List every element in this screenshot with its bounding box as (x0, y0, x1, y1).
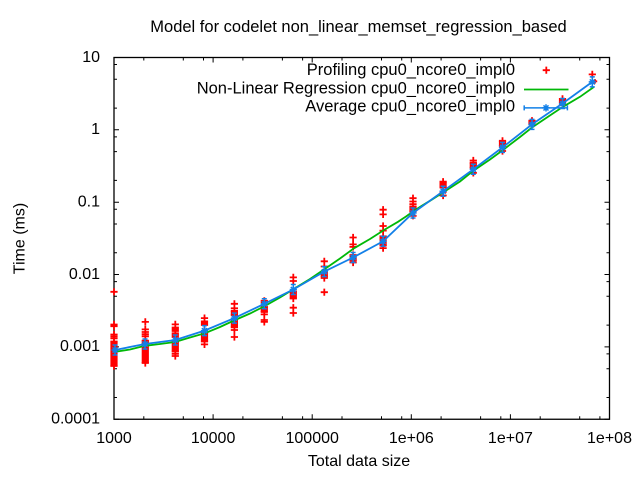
svg-text:Total data size: Total data size (308, 453, 410, 470)
svg-text:1e+08: 1e+08 (587, 430, 632, 447)
svg-text:1000: 1000 (96, 430, 132, 447)
svg-text:10000: 10000 (191, 430, 236, 447)
svg-text:Average cpu0_ncore0_impl0: Average cpu0_ncore0_impl0 (305, 98, 515, 116)
svg-text:10: 10 (82, 49, 100, 66)
svg-text:1e+06: 1e+06 (389, 430, 434, 447)
svg-text:1: 1 (91, 121, 100, 138)
svg-text:Profiling cpu0_ncore0_impl0: Profiling cpu0_ncore0_impl0 (307, 61, 515, 79)
svg-text:Model for codelet non_linear_m: Model for codelet non_linear_memset_regr… (150, 18, 566, 36)
svg-text:0.1: 0.1 (78, 194, 100, 211)
svg-text:100000: 100000 (286, 430, 339, 447)
svg-text:0.001: 0.001 (60, 338, 100, 355)
svg-text:Non-Linear Regression cpu0_nco: Non-Linear Regression cpu0_ncore0_impl0 (197, 79, 515, 97)
svg-text:0.0001: 0.0001 (51, 411, 100, 428)
svg-text:Time (ms): Time (ms) (12, 203, 29, 274)
svg-text:1e+07: 1e+07 (488, 430, 533, 447)
svg-text:0.01: 0.01 (69, 266, 100, 283)
